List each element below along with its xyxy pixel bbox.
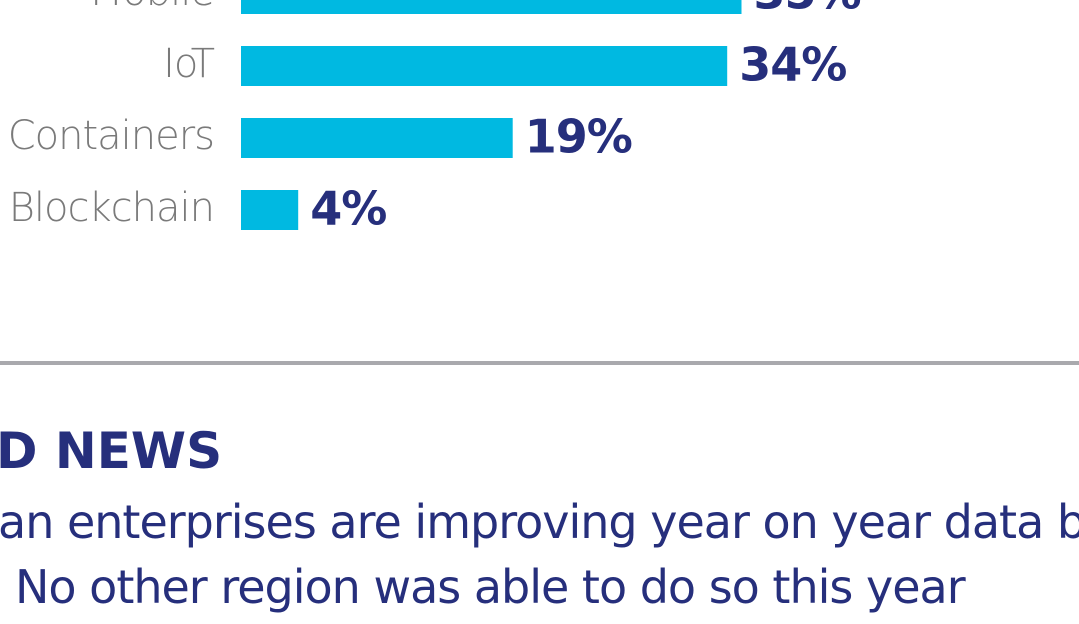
body-line: an enterprises are improving year on yea…: [0, 495, 1079, 549]
category-label: Mobile: [89, 0, 214, 15]
category-label: IoT: [163, 41, 214, 87]
headline: D NEWS: [0, 422, 222, 480]
body-line: No other region was able to do so this y…: [15, 560, 966, 614]
bar: [241, 190, 299, 230]
category-label: Containers: [8, 113, 214, 159]
bar: [241, 0, 742, 14]
bar: [241, 46, 728, 86]
bar: [241, 118, 513, 158]
value-label: 35%: [754, 0, 861, 20]
category-label: Blockchain: [9, 185, 214, 231]
value-label: 4%: [310, 182, 386, 236]
value-label: 34%: [739, 38, 846, 92]
value-label: 19%: [525, 110, 632, 164]
